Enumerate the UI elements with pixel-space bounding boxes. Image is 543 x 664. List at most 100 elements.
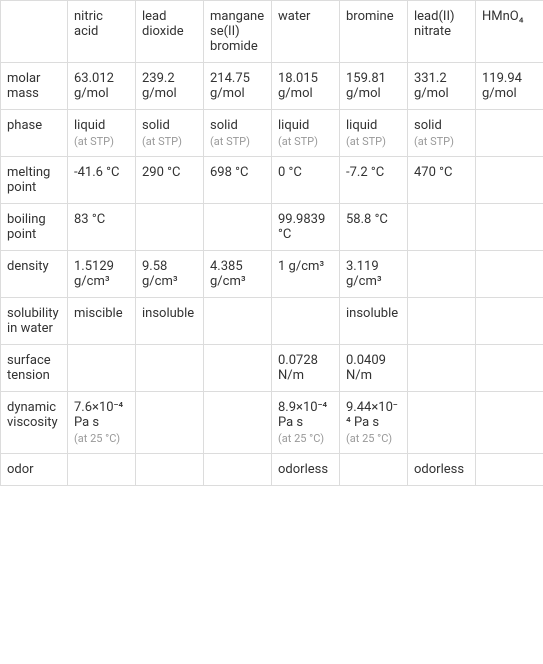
table-cell: liquid(at STP) — [340, 110, 408, 157]
table-cell — [136, 345, 204, 392]
cell-value: 159.81 g/mol — [346, 71, 386, 101]
cell-value: 83 °C — [74, 212, 105, 227]
cell-value: 99.9839 °C — [278, 212, 325, 242]
cell-value: 331.2 g/mol — [414, 71, 449, 101]
table-cell: 698 °C — [204, 157, 272, 204]
table-cell: 99.9839 °C — [272, 204, 340, 251]
cell-note: (at STP) — [414, 135, 469, 148]
table-cell — [476, 298, 543, 345]
cell-value: miscible — [74, 306, 123, 321]
table-row: solubility in watermiscibleinsolubleinso… — [1, 298, 543, 345]
table-cell: 214.75 g/mol — [204, 63, 272, 110]
table-cell: 0.0728 N/m — [272, 345, 340, 392]
table-cell: 3.119 g/cm³ — [340, 251, 408, 298]
table-row: melting point-41.6 °C290 °C698 °C0 °C-7.… — [1, 157, 543, 204]
cell-value: liquid — [346, 118, 377, 133]
cell-value: odorless — [414, 462, 464, 477]
table-row: odorodorlessodorless — [1, 454, 543, 486]
table-cell — [136, 204, 204, 251]
table-cell: 0 °C — [272, 157, 340, 204]
table-header-row: nitric acid lead dioxide manganese(II) b… — [1, 1, 543, 63]
table-cell: solid(at STP) — [204, 110, 272, 157]
table-cell: odorless — [272, 454, 340, 486]
table-cell — [408, 345, 476, 392]
cell-value: 119.94 g/mol — [482, 71, 522, 101]
cell-value: insoluble — [142, 306, 194, 321]
cell-note: (at 25 °C) — [346, 432, 401, 445]
table-cell — [204, 204, 272, 251]
cell-value: 7.6×10⁻⁴ Pa s — [74, 400, 123, 430]
cell-value: 1.5129 g/cm³ — [74, 259, 114, 289]
cell-value: -41.6 °C — [74, 165, 119, 180]
cell-value: 3.119 g/cm³ — [346, 259, 382, 289]
header-empty — [1, 1, 68, 63]
table-cell — [204, 345, 272, 392]
table-cell: 8.9×10⁻⁴ Pa s (at 25 °C) — [272, 392, 340, 454]
table-cell: 9.44×10⁻⁴ Pa s (at 25 °C) — [340, 392, 408, 454]
table-cell: 58.8 °C — [340, 204, 408, 251]
cell-value: solid — [142, 118, 170, 133]
table-cell — [136, 392, 204, 454]
cell-note: (at 25 °C) — [74, 432, 129, 445]
table-row: dynamic viscosity7.6×10⁻⁴ Pa s (at 25 °C)… — [1, 392, 543, 454]
table-cell — [476, 251, 543, 298]
cell-value: 63.012 g/mol — [74, 71, 114, 101]
table-cell: 1 g/cm³ — [272, 251, 340, 298]
cell-note: (at STP) — [74, 135, 129, 148]
table-cell — [204, 392, 272, 454]
table-row: density1.5129 g/cm³9.58 g/cm³4.385 g/cm³… — [1, 251, 543, 298]
cell-value: 0.0728 N/m — [278, 353, 318, 383]
cell-value: 9.44×10⁻⁴ Pa s — [346, 400, 398, 430]
table-cell: 0.0409 N/m — [340, 345, 408, 392]
row-label: dynamic viscosity — [1, 392, 68, 454]
cell-value: 698 °C — [210, 165, 248, 180]
table-body: molar mass63.012 g/mol 239.2 g/mol 214.75 … — [1, 63, 543, 486]
table-cell — [476, 392, 543, 454]
table-cell: insoluble — [136, 298, 204, 345]
table-cell: 18.015 g/mol — [272, 63, 340, 110]
cell-value: 290 °C — [142, 165, 180, 180]
cell-note: (at 25 °C) — [278, 432, 333, 445]
table-row: phaseliquid(at STP)solid(at STP)solid(at… — [1, 110, 543, 157]
cell-value: solid — [414, 118, 442, 133]
cell-value: 4.385 g/cm³ — [210, 259, 246, 289]
table-cell: 4.385 g/cm³ — [204, 251, 272, 298]
row-label: boiling point — [1, 204, 68, 251]
table-cell: 7.6×10⁻⁴ Pa s (at 25 °C) — [68, 392, 136, 454]
table-cell — [476, 157, 543, 204]
cell-value: 0 °C — [278, 165, 302, 180]
table-cell: 159.81 g/mol — [340, 63, 408, 110]
table-cell — [340, 454, 408, 486]
table-cell: 83 °C — [68, 204, 136, 251]
table-row: molar mass63.012 g/mol 239.2 g/mol 214.75 … — [1, 63, 543, 110]
row-label: molar mass — [1, 63, 68, 110]
header-col-3: manganese(II) bromide — [204, 1, 272, 63]
table-row: surface tension 0.0728 N/m 0.0409 N/m — [1, 345, 543, 392]
table-cell: 119.94 g/mol — [476, 63, 543, 110]
cell-value: 8.9×10⁻⁴ Pa s — [278, 400, 327, 430]
row-label: phase — [1, 110, 68, 157]
cell-value: -7.2 °C — [346, 165, 384, 180]
cell-value: 1 g/cm³ — [278, 259, 324, 274]
cell-value: liquid — [278, 118, 309, 133]
cell-value: insoluble — [346, 306, 398, 321]
header-col-5: bromine — [340, 1, 408, 63]
header-col-2: lead dioxide — [136, 1, 204, 63]
table-cell — [408, 204, 476, 251]
cell-value: 470 °C — [414, 165, 452, 180]
header-col-6: lead(II) nitrate — [408, 1, 476, 63]
table-cell: -7.2 °C — [340, 157, 408, 204]
row-label: surface tension — [1, 345, 68, 392]
table-cell — [204, 298, 272, 345]
cell-value: liquid — [74, 118, 105, 133]
table-cell: odorless — [408, 454, 476, 486]
table-cell — [136, 454, 204, 486]
table-cell — [408, 251, 476, 298]
table-cell: 1.5129 g/cm³ — [68, 251, 136, 298]
table-cell: liquid (at STP) — [68, 110, 136, 157]
cell-value: solid — [210, 118, 238, 133]
table-cell — [476, 454, 543, 486]
cell-value: 239.2 g/mol — [142, 71, 177, 101]
cell-value: odorless — [278, 462, 328, 477]
table-cell: miscible — [68, 298, 136, 345]
